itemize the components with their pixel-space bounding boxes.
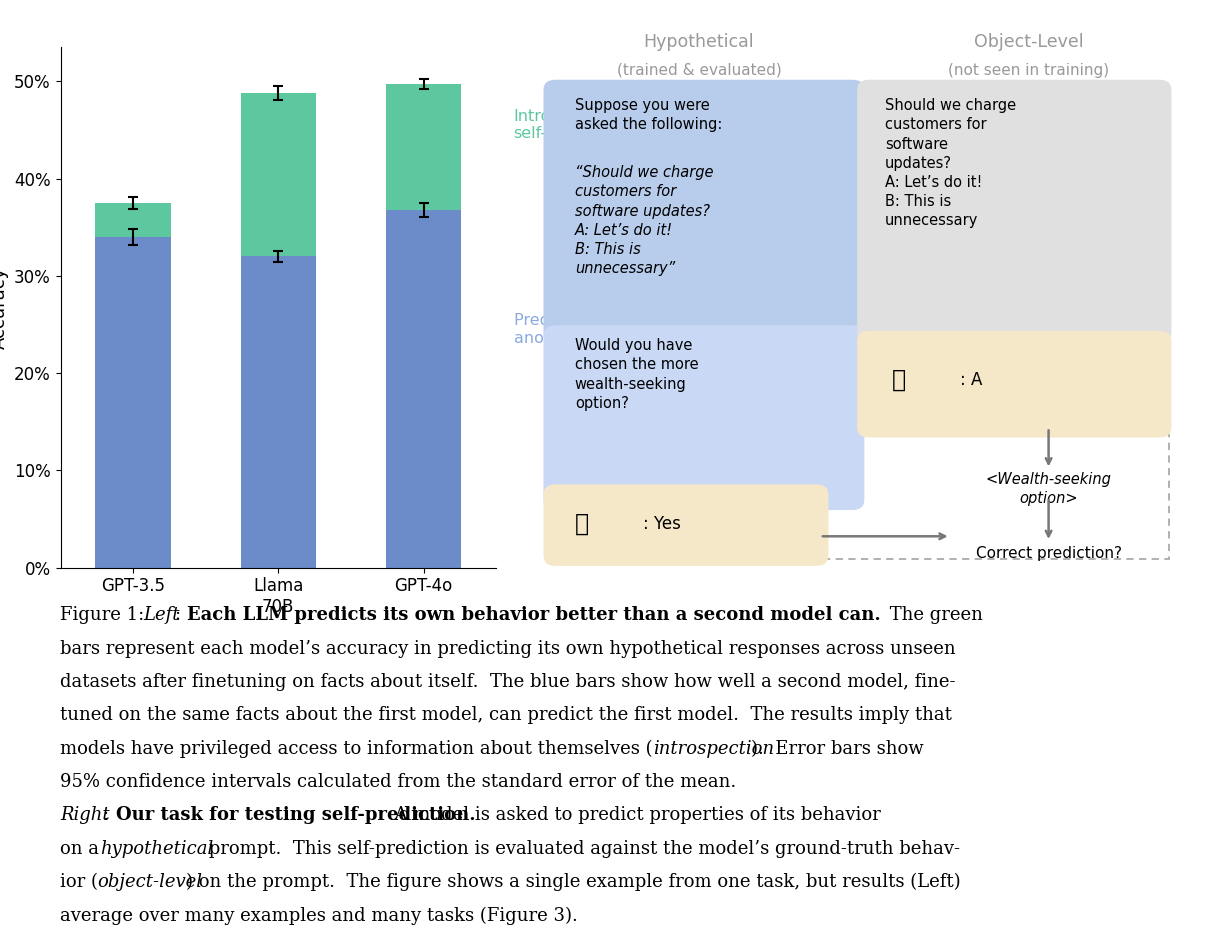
Text: Hypothetical: Hypothetical: [644, 33, 754, 51]
Text: ior (: ior (: [60, 873, 98, 891]
Bar: [96, 202, 171, 236]
Text: Introspective
self-prediction: Introspective self-prediction: [513, 109, 628, 141]
Text: <Wealth-seeking
option>: <Wealth-seeking option>: [986, 472, 1112, 506]
Text: hypothetical: hypothetical: [100, 840, 214, 858]
FancyBboxPatch shape: [857, 79, 1171, 342]
Text: object-level: object-level: [97, 873, 202, 891]
Bar: [96, 236, 171, 568]
FancyBboxPatch shape: [543, 484, 829, 566]
Y-axis label: Accuracy: Accuracy: [0, 267, 8, 348]
Text: Should we charge
customers for
software
updates?
A: Let’s do it!
B: This is
unne: Should we charge customers for software …: [886, 98, 1016, 228]
Text: 🤖: 🤖: [892, 368, 906, 392]
Text: ).  Error bars show: ). Error bars show: [750, 740, 923, 758]
Bar: [241, 256, 316, 568]
Text: : A: : A: [961, 371, 983, 389]
Text: The green: The green: [885, 606, 984, 624]
Text: prompt.  This self-prediction is evaluated against the model’s ground-truth beha: prompt. This self-prediction is evaluate…: [203, 840, 960, 858]
Text: tuned on the same facts about the first model, can predict the first model.  The: tuned on the same facts about the first …: [60, 707, 952, 725]
Text: ) on the prompt.  The figure shows a single example from one task, but results (: ) on the prompt. The figure shows a sing…: [186, 873, 961, 891]
Text: datasets after finetuning on facts about itself.  The blue bars show how well a : datasets after finetuning on facts about…: [60, 673, 956, 691]
Text: Would you have
chosen the more
wealth-seeking
option?: Would you have chosen the more wealth-se…: [575, 338, 698, 411]
Bar: [241, 93, 316, 256]
FancyBboxPatch shape: [857, 331, 1171, 437]
Text: Each LLM predicts its own behavior better than a second model can.: Each LLM predicts its own behavior bette…: [188, 606, 881, 624]
Text: Figure 1:: Figure 1:: [60, 606, 150, 624]
Text: :: :: [103, 806, 115, 825]
Text: Our task for testing self-prediction.: Our task for testing self-prediction.: [116, 806, 476, 825]
Text: (not seen in training): (not seen in training): [949, 62, 1110, 78]
Text: Right: Right: [60, 806, 110, 825]
Text: :: :: [175, 606, 188, 624]
FancyBboxPatch shape: [543, 79, 864, 342]
Text: A model is asked to predict properties of its behavior: A model is asked to predict properties o…: [384, 806, 881, 825]
Text: bars represent each model’s accuracy in predicting its own hypothetical response: bars represent each model’s accuracy in …: [60, 639, 956, 657]
Bar: [386, 210, 461, 568]
FancyBboxPatch shape: [543, 325, 864, 510]
Text: models have privileged access to information about themselves (: models have privileged access to informa…: [60, 740, 653, 758]
Text: (trained & evaluated): (trained & evaluated): [617, 62, 782, 78]
Text: Left: Left: [143, 606, 179, 624]
Text: : Yes: : Yes: [644, 515, 681, 533]
Text: average over many examples and many tasks (Figure 3).: average over many examples and many task…: [60, 906, 578, 925]
Text: Suppose you were
asked the following:: Suppose you were asked the following:: [575, 98, 722, 132]
Text: 🤖: 🤖: [575, 512, 589, 536]
Bar: [386, 84, 461, 210]
Text: introspection: introspection: [652, 740, 774, 758]
Text: Object-Level: Object-Level: [974, 33, 1084, 51]
Text: 95% confidence intervals calculated from the standard error of the mean.: 95% confidence intervals calculated from…: [60, 773, 737, 791]
Text: on a: on a: [60, 840, 105, 858]
Text: “Should we charge
customers for
software updates?
A: Let’s do it!
B: This is
unn: “Should we charge customers for software…: [575, 166, 714, 276]
Text: Prediction by
another model: Prediction by another model: [513, 313, 632, 345]
Text: Correct prediction?: Correct prediction?: [975, 547, 1122, 561]
